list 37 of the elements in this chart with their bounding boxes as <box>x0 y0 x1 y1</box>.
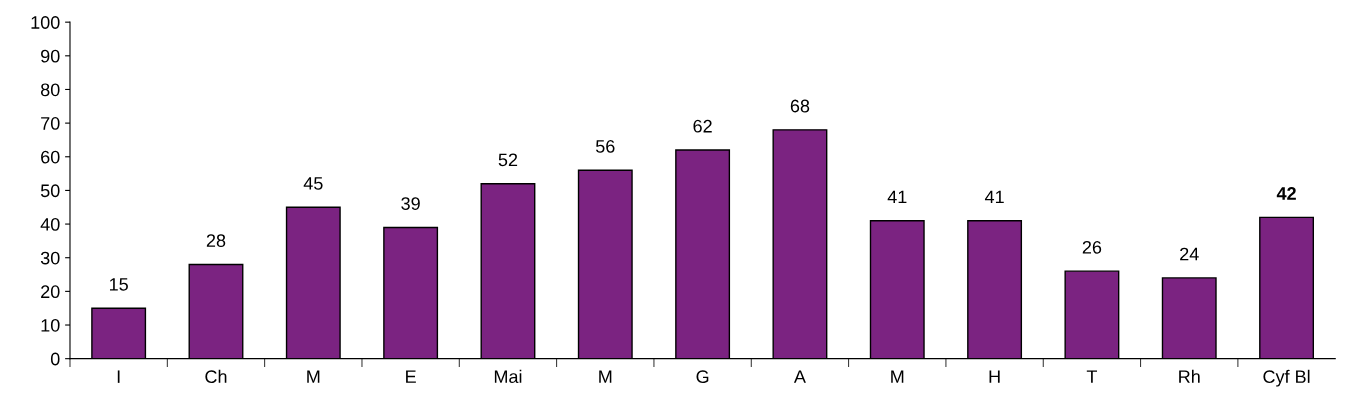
x-tick-label: I <box>117 370 120 383</box>
x-tick-label: M <box>599 370 612 383</box>
data-label: 42 <box>1276 187 1296 200</box>
data-label: 41 <box>984 190 1004 204</box>
x-tick-label: Cyf Bl <box>1263 369 1310 387</box>
x-tick-label: H <box>989 370 1000 383</box>
y-tick-label: 0 <box>50 352 60 366</box>
y-tick-label: 50 <box>40 184 60 198</box>
x-tick-label: Mai <box>494 369 522 384</box>
y-tick-label: 60 <box>41 150 60 164</box>
y-tick-label: 30 <box>40 251 60 265</box>
x-tick-label: G <box>696 370 709 384</box>
x-tick-label: M <box>891 370 904 383</box>
x-tick-label: A <box>793 370 806 383</box>
data-label: 24 <box>1180 247 1199 261</box>
x-tick-label: E <box>406 370 416 383</box>
x-tick-label: Ch <box>205 369 227 384</box>
data-label: 41 <box>887 190 907 204</box>
data-label: 39 <box>401 197 420 210</box>
data-label: 26 <box>1082 240 1102 254</box>
data-label: 28 <box>206 234 226 247</box>
y-tick-label: 40 <box>40 218 60 231</box>
y-tick-label: 70 <box>41 117 60 130</box>
data-label: 68 <box>790 99 810 113</box>
x-tick-label: M <box>307 370 320 383</box>
y-tick-label: 90 <box>41 49 60 63</box>
data-label: 56 <box>595 139 615 153</box>
y-tick-label: 80 <box>40 83 60 97</box>
data-label: 15 <box>109 278 128 291</box>
y-tick-label: 10 <box>41 318 60 332</box>
x-tick-label: T <box>1086 370 1098 383</box>
y-tick-label: 20 <box>41 285 60 299</box>
data-label: 52 <box>498 153 518 167</box>
data-label: 62 <box>693 119 712 133</box>
data-label: 45 <box>303 177 323 190</box>
x-tick-label: Rh <box>1179 369 1200 383</box>
y-tick-label: 100 <box>31 16 60 29</box>
